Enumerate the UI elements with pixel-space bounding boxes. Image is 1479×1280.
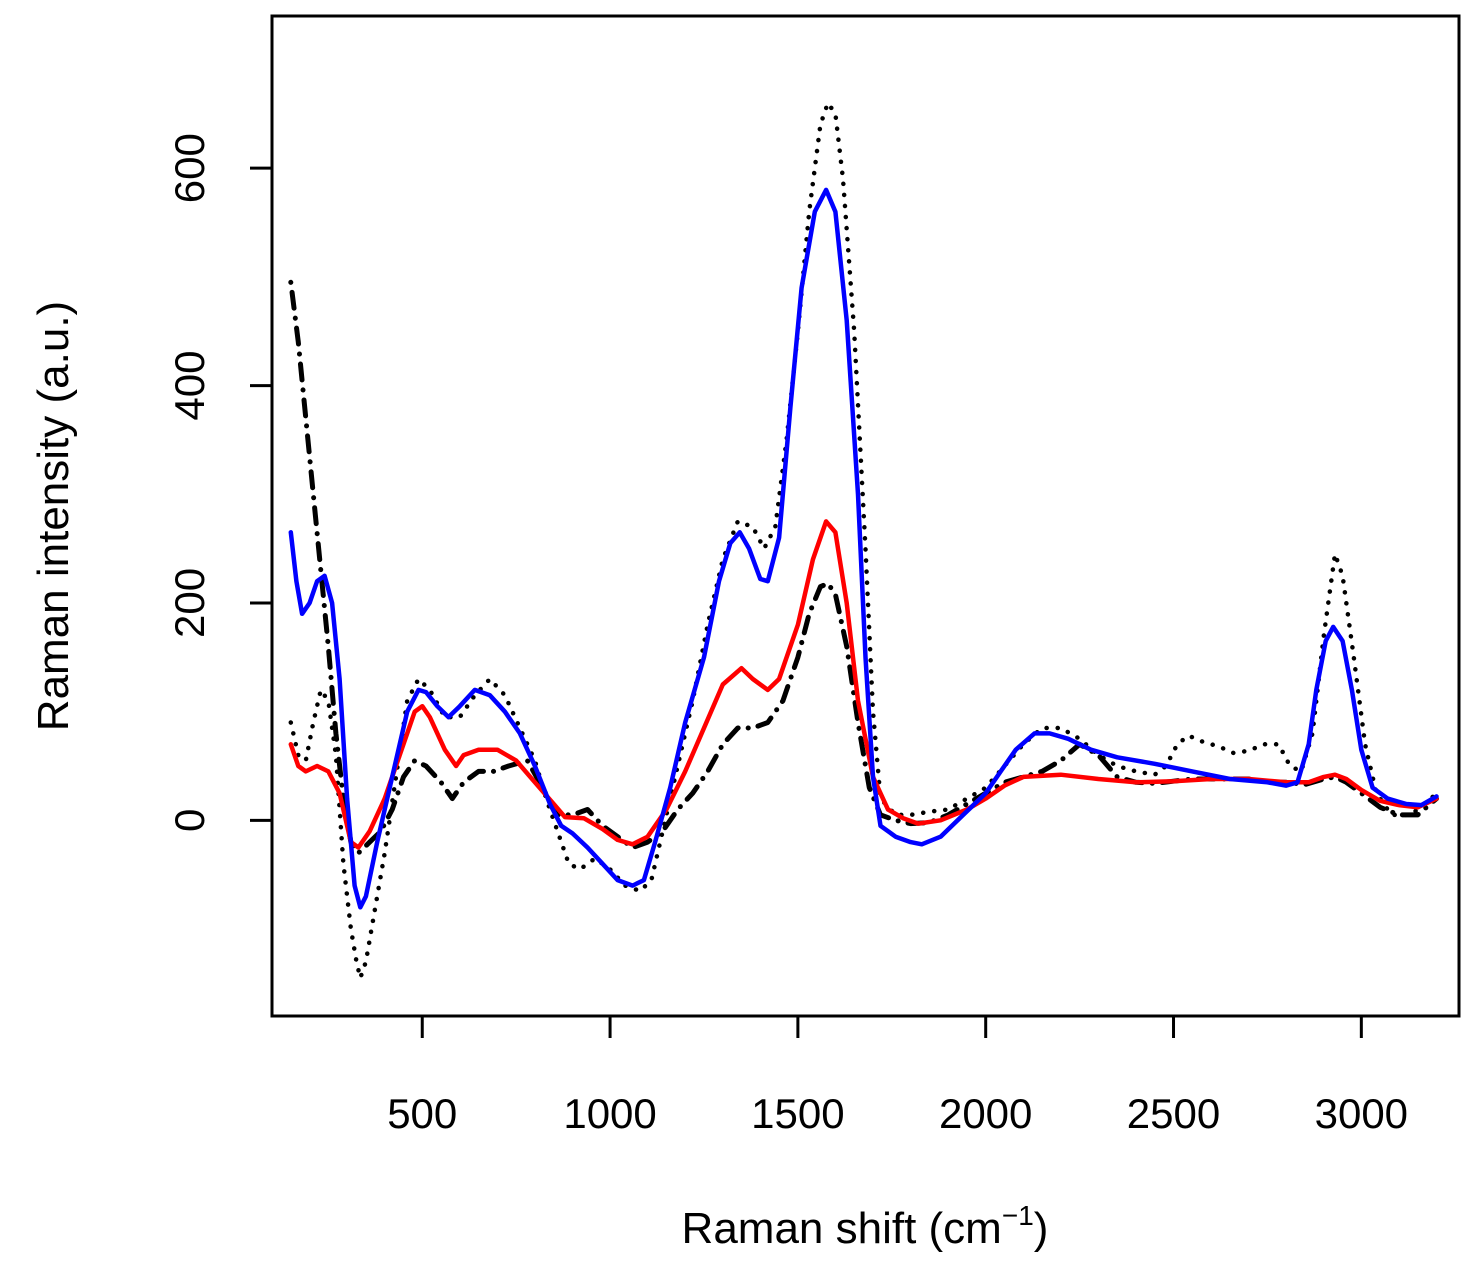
series-line-2-dotted xyxy=(288,100,1439,981)
series-line-1-solid xyxy=(288,187,1439,910)
x-axis: 500 1000 1500 2000 2500 3000 xyxy=(387,1016,1408,1137)
x-axis-title: Raman shift (cm−1) xyxy=(682,1200,1049,1253)
series-line-3-dashdot xyxy=(288,279,1439,856)
y-axis: 0 200 400 600 xyxy=(166,133,272,832)
y-tick-label: 0 xyxy=(166,809,213,832)
x-tick-label: 500 xyxy=(387,1090,457,1137)
series-layer xyxy=(288,100,1439,981)
x-tick-label: 2500 xyxy=(1127,1090,1220,1137)
x-tick-label: 2000 xyxy=(939,1090,1032,1137)
x-tick-label: 1500 xyxy=(751,1090,844,1137)
x-axis-title-superscript: −1 xyxy=(1002,1200,1034,1231)
y-tick-label: 600 xyxy=(166,133,213,203)
x-axis-title-suffix: ) xyxy=(1034,1204,1049,1253)
y-tick-label: 400 xyxy=(166,351,213,421)
plot-frame xyxy=(270,14,1461,1018)
y-tick-label: 200 xyxy=(166,568,213,638)
series-line-0-solid xyxy=(288,519,1439,850)
x-axis-title-main: Raman shift (cm xyxy=(682,1204,1002,1253)
x-tick-label: 3000 xyxy=(1315,1090,1408,1137)
x-tick-label: 1000 xyxy=(563,1090,656,1137)
y-axis-title: Raman intensity (a.u.) xyxy=(29,301,78,731)
